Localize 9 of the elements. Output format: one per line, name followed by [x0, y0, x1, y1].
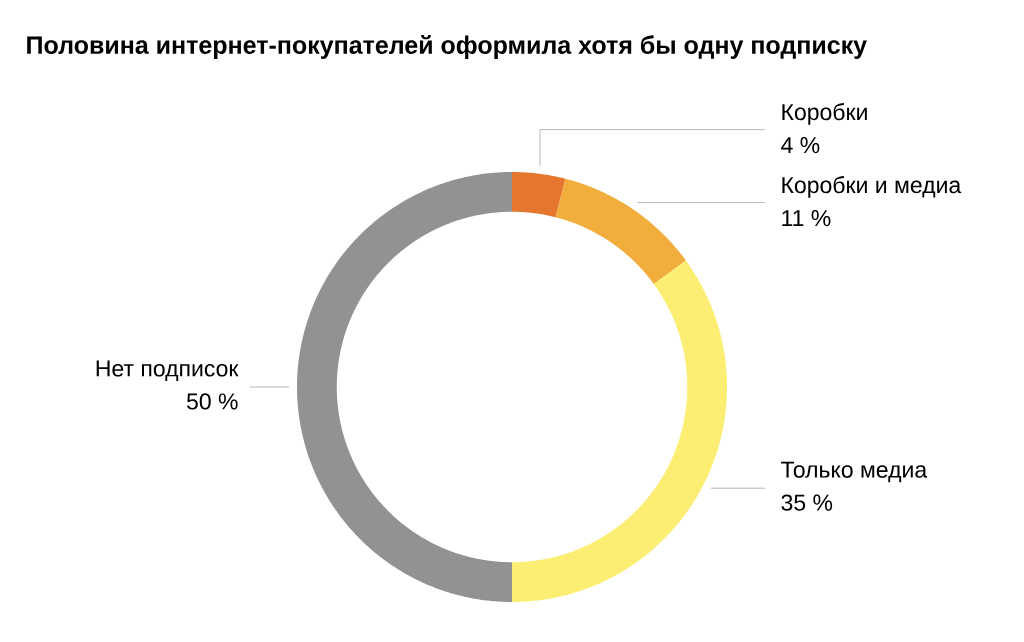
- data-label: 50 %: [186, 393, 238, 410]
- slice-label: Только медиа: [781, 461, 928, 483]
- chart-title: Половина интернет-покупателей оформила хотя бы одну подписку: [27, 35, 867, 59]
- data-label: 4 %: [781, 137, 820, 154]
- data-label: 11 %: [782, 210, 831, 227]
- data-label: 35 %: [781, 494, 833, 511]
- slice-label: Нет подписок: [96, 360, 239, 381]
- slice-label: Коробки: [782, 103, 867, 125]
- slice-label: Коробки и медиа: [782, 176, 962, 198]
